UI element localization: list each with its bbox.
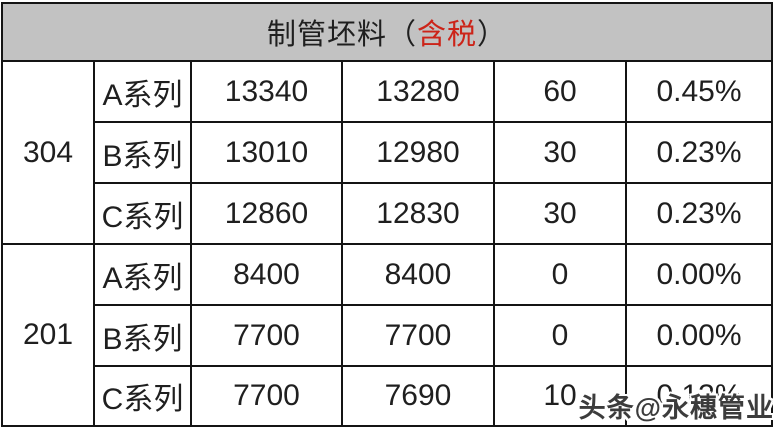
table-row: 304 A系列 13340 13280 60 0.45% — [1, 60, 773, 245]
price1-cell: 7700 — [190, 365, 343, 427]
series-cell: B系列 — [93, 304, 192, 367]
price2-cell: 7690 — [341, 365, 495, 427]
table-row: B系列 7700 7700 0 0.00% — [2, 304, 773, 367]
diff-cell: 10 — [493, 365, 627, 427]
table-title: 制管坯料（含税） — [1, 2, 773, 62]
table-header-row: 制管坯料（含税） — [1, 2, 773, 62]
series-cell: C系列 — [93, 365, 192, 427]
table-row: C系列 7700 7690 10 0.13% — [2, 365, 773, 427]
price2-cell: 12830 — [341, 182, 495, 245]
series-cell: B系列 — [93, 121, 192, 184]
price2-cell: 12980 — [341, 121, 495, 184]
series-cell: C系列 — [93, 182, 192, 245]
price1-cell: 12860 — [190, 182, 343, 245]
grade-cell-304: 304 — [1, 60, 95, 245]
table-row: 201 A系列 8400 8400 0 0.00% — [1, 243, 773, 427]
pct-cell: 0.00% — [625, 304, 773, 367]
grade-cell-201: 201 — [1, 243, 95, 427]
price1-cell: 7700 — [190, 304, 343, 367]
table-title-highlight: 含税 — [416, 19, 477, 51]
price1-cell: 13010 — [190, 121, 343, 184]
table-row: B系列 13010 12980 30 0.23% — [2, 121, 773, 184]
pct-cell: 0.13% — [625, 365, 773, 427]
series-cell: A系列 — [93, 60, 192, 123]
price1-cell: 13340 — [190, 60, 343, 123]
price2-cell: 8400 — [341, 243, 495, 306]
diff-cell: 60 — [493, 60, 627, 123]
pct-cell: 0.23% — [625, 121, 773, 184]
pct-cell: 0.23% — [625, 182, 773, 245]
diff-cell: 0 — [493, 243, 627, 306]
diff-cell: 30 — [493, 182, 627, 245]
price2-cell: 7700 — [341, 304, 495, 367]
series-cell: A系列 — [93, 243, 192, 306]
price2-cell: 13280 — [341, 60, 495, 123]
table-title-suffix: ） — [477, 19, 508, 51]
diff-cell: 0 — [493, 304, 627, 367]
pct-cell: 0.45% — [625, 60, 773, 123]
table-row: C系列 12860 12830 30 0.23% — [2, 182, 773, 245]
price1-cell: 8400 — [190, 243, 343, 306]
pct-cell: 0.00% — [625, 243, 773, 306]
table-title-prefix: 制管坯料（ — [266, 19, 417, 51]
diff-cell: 30 — [493, 121, 627, 184]
